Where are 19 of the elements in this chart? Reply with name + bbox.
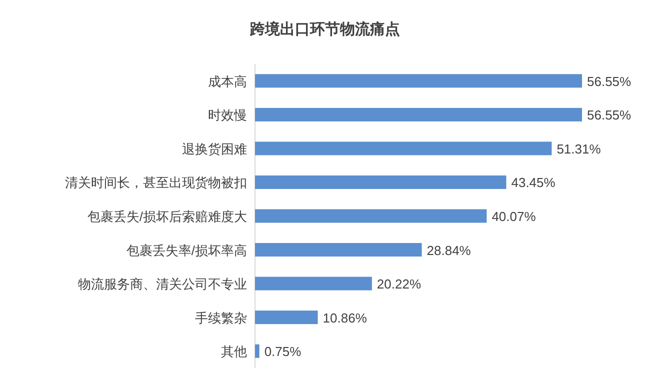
value-label: 10.86% bbox=[322, 310, 367, 326]
category-label: 包裹丢失/损坏后索赔难度大 bbox=[87, 209, 247, 224]
value-label: 40.07% bbox=[492, 209, 536, 224]
category-label: 包裹丢失率/损坏率高 bbox=[126, 242, 247, 258]
category-label: 物流服务商、清关公司不专业 bbox=[78, 276, 247, 292]
category-label: 手续繁杂 bbox=[195, 310, 247, 326]
value-label: 0.75% bbox=[264, 344, 302, 360]
value-label: 28.84% bbox=[426, 242, 471, 258]
title: 跨境出口环节物流痛点 bbox=[250, 21, 400, 38]
category-label: 其他 bbox=[221, 344, 247, 360]
value-label: 20.22% bbox=[376, 276, 422, 292]
value-label: 51.31% bbox=[556, 141, 601, 156]
category-label: 清关时间长，甚至出现货物被扣 bbox=[65, 175, 247, 190]
value-label: 56.55% bbox=[587, 74, 632, 89]
value-label: 43.45% bbox=[511, 175, 556, 190]
category-label: 退换货困难 bbox=[182, 141, 247, 156]
category-label: 成本高 bbox=[208, 74, 247, 89]
value-label: 56.55% bbox=[587, 108, 632, 123]
category-label: 时效慢 bbox=[208, 108, 247, 123]
